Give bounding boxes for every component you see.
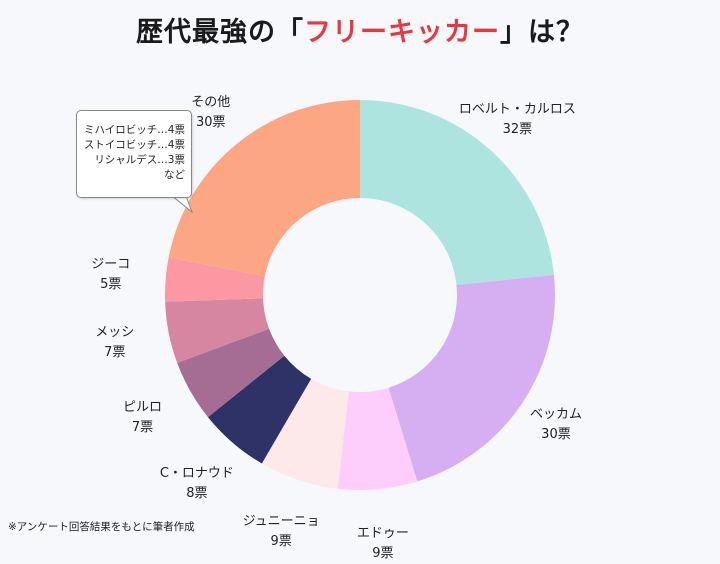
slice-value: 9票: [372, 545, 394, 561]
slice-label: ベッカム 30票: [530, 405, 582, 445]
slice-value: 9票: [270, 534, 292, 550]
slice-label: その他 30票: [191, 93, 230, 133]
callout-line: リシャルデス…3票: [94, 154, 185, 166]
title-part1: 歴代最強の「: [136, 17, 304, 48]
slice-1: [388, 274, 555, 482]
slice-name: C・ロナウド: [159, 466, 234, 482]
callout-line: ストイコビッチ…4票: [83, 139, 185, 151]
slice-value: 30票: [541, 426, 571, 442]
slice-name: ジーコ: [91, 256, 131, 272]
slice-6: [165, 298, 270, 363]
slice-4: [207, 355, 312, 464]
slice-name: エドゥー: [356, 525, 409, 541]
slice-5: [177, 328, 285, 418]
slice-7: [165, 257, 265, 302]
slice-value: 30票: [196, 115, 226, 131]
slice-value: 32票: [502, 122, 533, 138]
slice-value: 8票: [186, 486, 208, 502]
slice-name: その他: [191, 95, 231, 111]
slice-value: 5票: [100, 276, 122, 292]
slice-2: [337, 387, 418, 490]
slice-label: ロベルト・カルロス 32票: [459, 100, 576, 140]
other-breakdown-callout: ミハイロビッチ…4票 ストイコビッチ…4票 リシャルデス…3票 など: [76, 110, 192, 198]
title-highlight: フリーキッカー: [304, 17, 500, 48]
callout-pointer: [171, 195, 194, 214]
slice-label: C・ロナウド 8票: [160, 464, 234, 504]
slice-value: 7票: [104, 345, 126, 361]
slice-name: ロベルト・カルロス: [458, 102, 576, 118]
slice-name: ジュニーニョ: [242, 514, 320, 530]
footnote: ※アンケート回答結果をもとに筆者作成: [8, 521, 195, 533]
slice-name: ピルロ: [123, 400, 163, 416]
slice-name: メッシ: [95, 325, 135, 341]
slice-name: ベッカム: [529, 406, 582, 422]
slice-0: [360, 100, 554, 286]
slice-value: 7票: [131, 420, 154, 436]
title-part2: 」は？: [500, 17, 584, 48]
slice-label: ジーコ 5票: [91, 255, 130, 295]
slice-label: ジュニーニョ 9票: [243, 512, 320, 552]
slice-label: ピルロ 7票: [123, 398, 162, 438]
slice-3: [261, 378, 349, 489]
chart-title: 歴代最強の「フリーキッカー」は？: [0, 10, 720, 49]
callout-line: など: [164, 169, 185, 181]
donut-chart: [165, 100, 555, 490]
callout-line: ミハイロビッチ…4票: [84, 124, 185, 136]
slice-label: メッシ 7票: [95, 323, 134, 363]
slice-8: [168, 100, 360, 277]
slice-label: エドゥー 9票: [357, 524, 409, 564]
